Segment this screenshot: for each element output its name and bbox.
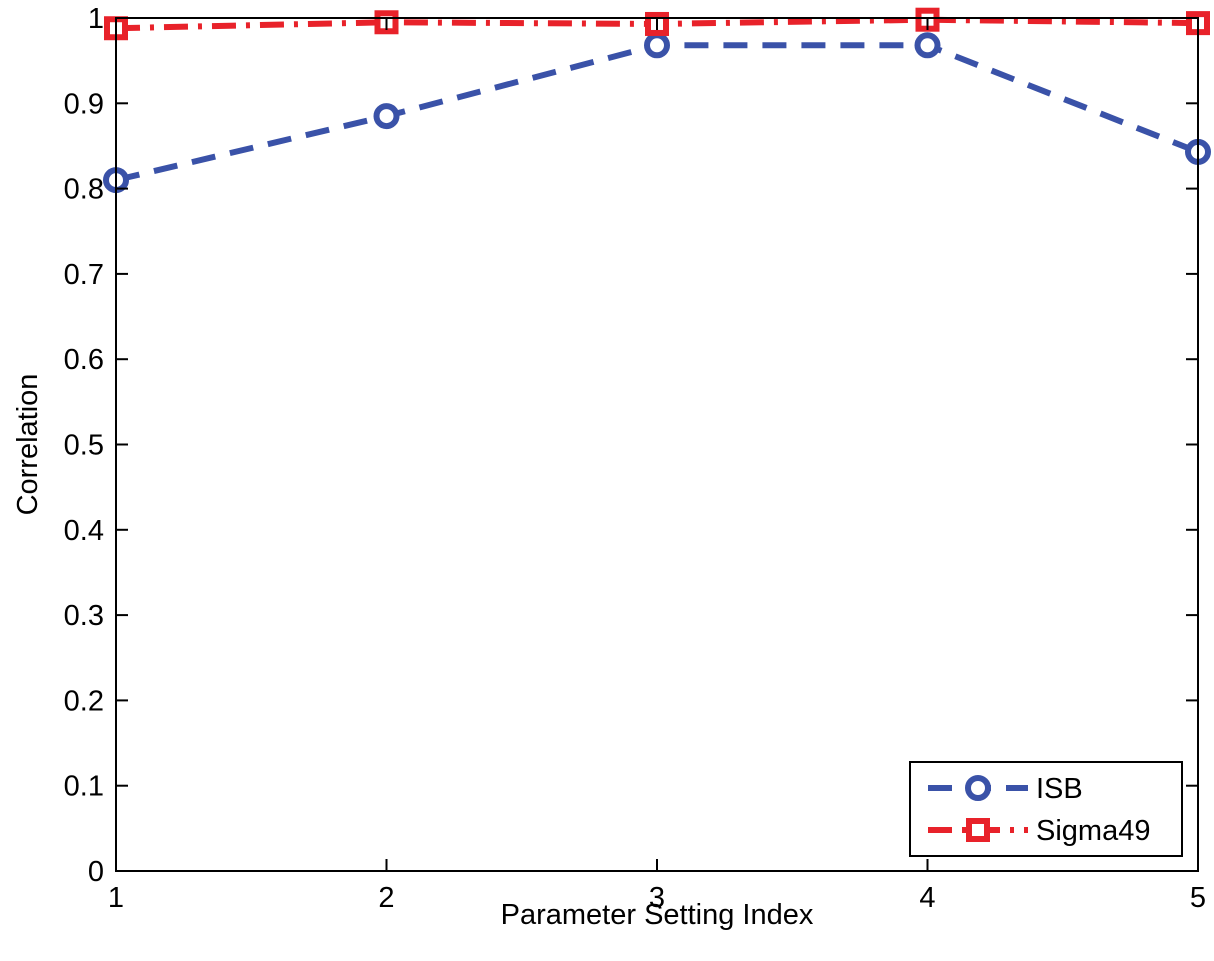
y-tick-label: 0.9 [64,88,104,120]
legend-label: ISB [1036,773,1083,805]
y-tick-label: 0.7 [64,259,104,291]
y-tick-label: 0.8 [64,174,104,206]
legend-item: Sigma49 [928,815,1150,847]
y-tick-label: 0.2 [64,685,104,717]
x-tick-label: 5 [1190,882,1206,914]
y-tick-label: 0.3 [64,600,104,632]
legend-marker [966,818,990,842]
x-tick-label: 4 [919,882,935,914]
x-tick-label: 1 [108,882,124,914]
y-tick-label: 0.6 [64,344,104,376]
x-tick-label: 3 [649,882,665,914]
x-axis-title: Parameter Setting Index [501,899,814,931]
legend-label: Sigma49 [1036,815,1150,847]
y-tick-label: 0 [88,856,104,888]
y-tick-label: 0.4 [64,515,104,547]
legend-item: ISB [928,773,1083,805]
data-point-marker [644,32,670,59]
series-isb [103,32,1211,194]
data-point-marker [914,32,941,59]
y-axis-title: Correlation [12,374,44,516]
y-tick-label: 0.1 [64,771,104,803]
data-point-marker [373,103,400,130]
y-tick-label: 0.5 [64,430,104,462]
x-tick-label: 2 [378,882,394,914]
legend-marker [965,775,991,801]
legend: ISB Sigma49 [909,761,1183,857]
y-tick-label: 1 [88,3,104,35]
legend-box [909,761,1183,857]
